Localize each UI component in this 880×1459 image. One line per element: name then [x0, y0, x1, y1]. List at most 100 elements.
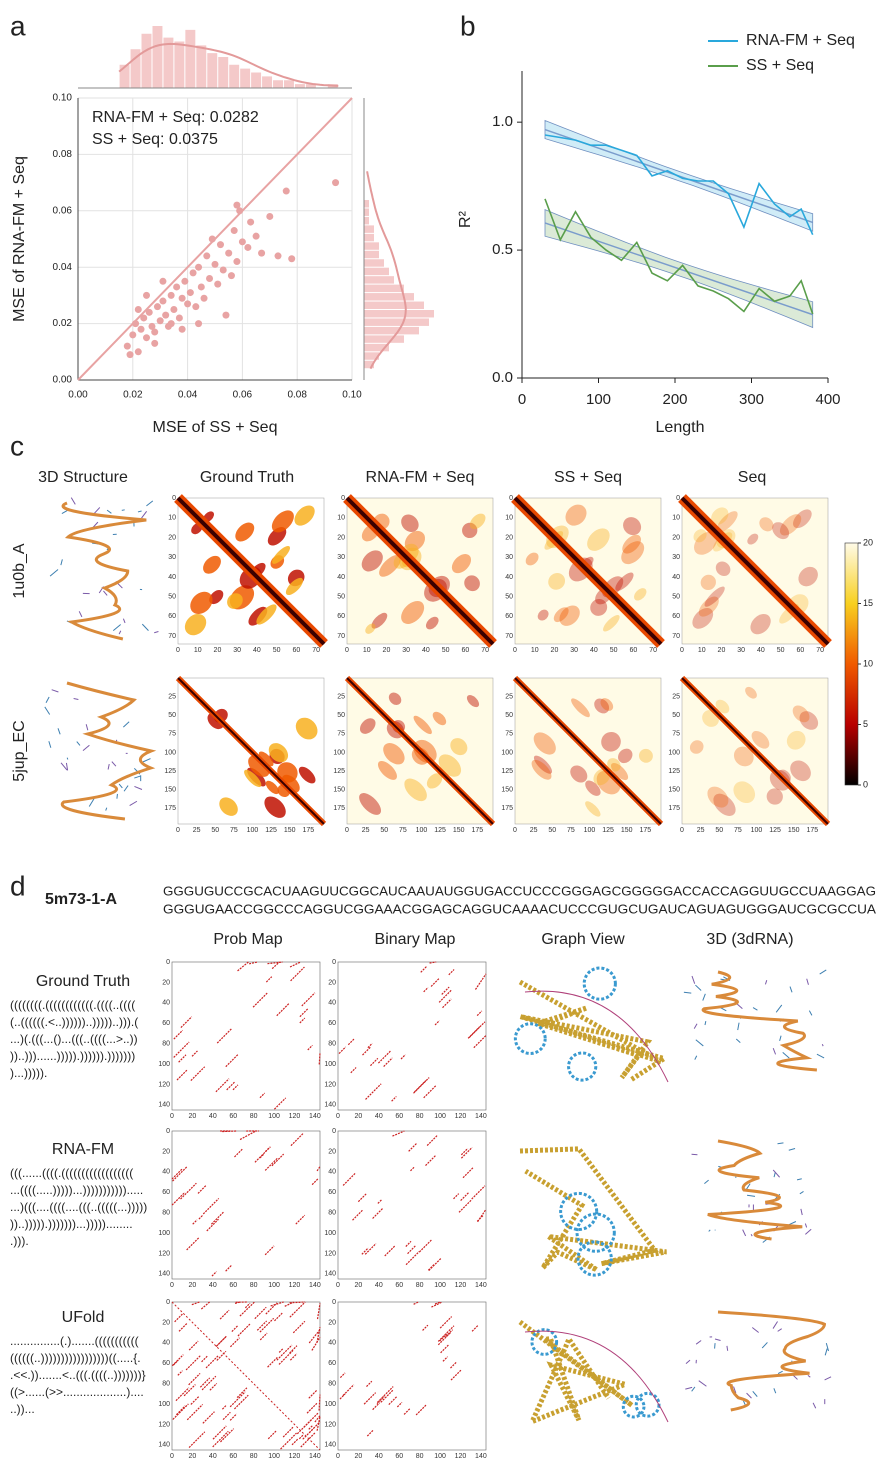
contact-stem: [183, 1384, 196, 1397]
contact-blob: [745, 686, 757, 699]
contact-blob: [618, 748, 633, 764]
point: [195, 263, 203, 271]
x-tick-label: 0: [345, 827, 349, 834]
hist-bar: [119, 64, 130, 88]
contact-stem: [420, 965, 428, 973]
base-pair: [78, 611, 83, 618]
structure-3d: [683, 969, 827, 1072]
contact-blob: [689, 740, 704, 754]
base-pair: [737, 1022, 740, 1031]
base-pair: [773, 1172, 776, 1178]
x-tick-label: 175: [303, 827, 315, 834]
contact-map: [337, 1301, 487, 1451]
contact-stem: [434, 1020, 440, 1026]
contact-blob: [750, 614, 771, 635]
point: [175, 314, 183, 322]
contact-stem: [186, 1404, 204, 1421]
dot-bracket: (((......((((.((((((((((((((((((: [10, 1166, 133, 1180]
point: [178, 294, 186, 302]
contact-blob: [450, 738, 468, 756]
contact-stem: [442, 1356, 448, 1362]
y-tick-label: 120: [158, 1081, 170, 1088]
y-tick-label: 50: [672, 593, 680, 600]
contact-blob: [622, 534, 642, 554]
y-tick-label: 100: [668, 749, 680, 756]
x-tick-label: 0: [170, 1113, 174, 1120]
x-tick-label: 100: [268, 1113, 280, 1120]
y-tick-label: 20: [337, 534, 345, 541]
graph-stem: [519, 1146, 667, 1273]
point: [140, 314, 148, 322]
point: [159, 277, 167, 285]
x-tick-label: 70: [816, 647, 824, 654]
base-pair: [824, 1348, 828, 1356]
hist-bar: [141, 33, 152, 88]
base-pair: [788, 1221, 797, 1226]
contact-stem: [270, 1301, 284, 1307]
contact-stem: [225, 1264, 232, 1272]
contact-stem: [352, 1209, 364, 1221]
backbone: [60, 681, 157, 821]
y-tick-label: 1.0: [492, 113, 513, 130]
y-tick-label: 50: [337, 593, 345, 600]
x-tick-label: 0.08: [287, 390, 307, 401]
column-title: 3D (3dRNA): [706, 931, 793, 948]
y-tick-label: 20: [162, 1319, 170, 1326]
contact-stem: [316, 1166, 321, 1172]
x-tick-label: 20: [383, 647, 391, 654]
contact-stem: [427, 1263, 435, 1271]
contact-blob: [716, 511, 738, 533]
base-pair: [752, 1007, 758, 1011]
x-tick-label: 140: [309, 1282, 321, 1289]
heatmap: [512, 675, 664, 827]
base-pair: [735, 1038, 741, 1043]
x-tick-label: 50: [273, 647, 281, 654]
point: [162, 311, 170, 319]
base-pair: [745, 1183, 751, 1191]
base-pair: [141, 511, 148, 519]
x-tick-label: 300: [739, 391, 764, 408]
contact-stem: [188, 1340, 199, 1351]
contact-stem: [384, 1245, 396, 1257]
contact-stem: [415, 1404, 427, 1416]
y-tick-label: 70: [672, 633, 680, 640]
contact-stem: [299, 1008, 309, 1018]
point: [230, 227, 238, 235]
x-tick-label: 125: [602, 827, 614, 834]
contact-stem: [221, 1404, 227, 1410]
point: [247, 218, 255, 226]
contact-blob: [601, 731, 621, 752]
y-tick-label: 60: [337, 613, 345, 620]
contact-stem: [199, 1377, 211, 1388]
x-tick-label: 20: [355, 1453, 363, 1459]
series-line: [544, 198, 814, 315]
contact-stem: [477, 1208, 487, 1223]
dot-bracket: )...))))).: [10, 1066, 47, 1080]
contact-stem: [188, 1431, 206, 1448]
sequence-id: 5m73-1-A: [45, 891, 117, 908]
hist-bar: [196, 45, 207, 88]
contact-stem: [212, 1430, 229, 1448]
y-tick-label: 30: [168, 554, 176, 561]
hist-bar: [364, 250, 379, 259]
contact-blob: [559, 605, 580, 626]
contact-blob: [295, 717, 318, 740]
base-pair: [761, 1342, 768, 1349]
contact-map: [337, 961, 487, 1111]
contact-blob: [766, 788, 783, 805]
y-tick-label: 125: [333, 768, 345, 775]
x-tick-label: 60: [395, 1282, 403, 1289]
base-pair: [812, 1402, 817, 1409]
point: [222, 311, 230, 319]
pseudoknot-arc: [524, 990, 669, 1083]
y-tick-label: 125: [668, 768, 680, 775]
y-tick-label: 140: [324, 1102, 336, 1109]
point: [181, 277, 189, 285]
base-pair: [799, 1191, 804, 1195]
x-tick-label: 0: [176, 647, 180, 654]
contact-stem: [220, 1428, 235, 1443]
contact-stem: [278, 1350, 294, 1365]
column-title: Ground Truth: [200, 469, 294, 486]
contact-stem: [413, 1077, 430, 1094]
contact-stem: [289, 1353, 298, 1361]
